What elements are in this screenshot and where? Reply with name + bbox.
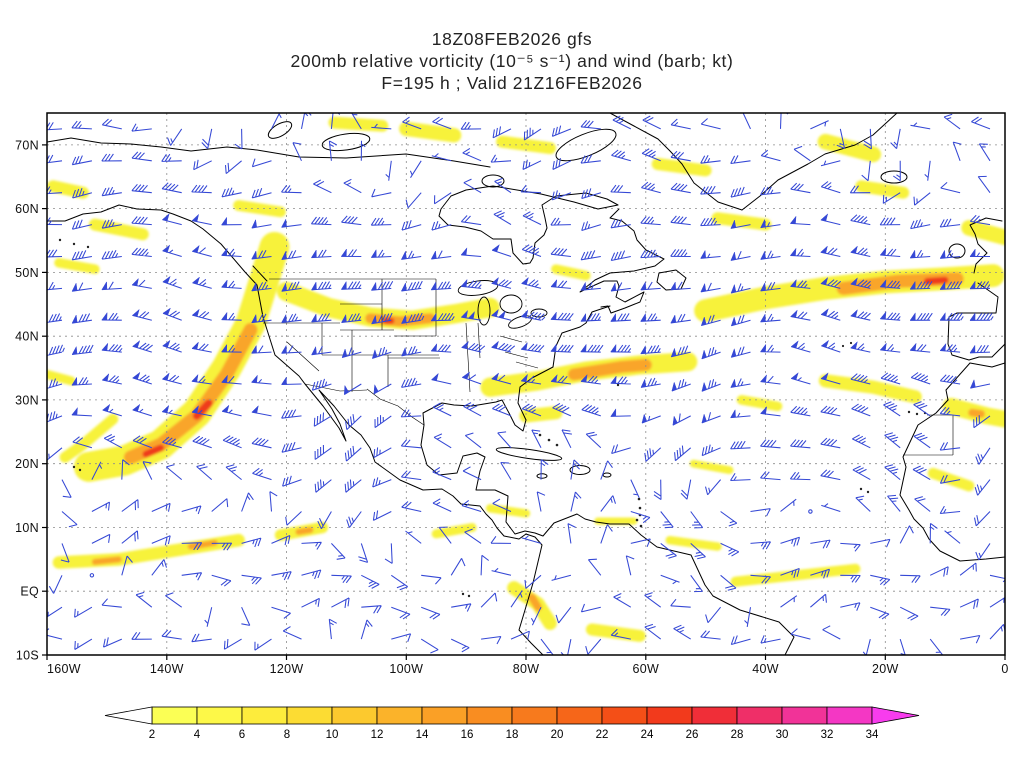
svg-text:20W: 20W <box>872 662 899 676</box>
coastline-newfoundland <box>656 269 687 291</box>
svg-text:20: 20 <box>551 729 564 741</box>
svg-text:60N: 60N <box>15 202 39 216</box>
svg-text:30: 30 <box>776 729 789 741</box>
coastline-greenland-east <box>741 113 898 211</box>
coastline-france-iberia <box>947 282 1005 361</box>
svg-text:30N: 30N <box>15 393 39 407</box>
svg-text:18: 18 <box>506 729 519 741</box>
svg-text:120W: 120W <box>270 662 304 676</box>
coastline-ireland <box>948 243 966 259</box>
svg-text:16: 16 <box>461 729 474 741</box>
coastline-africa-west <box>899 362 1005 562</box>
coastline-victoria-island <box>321 132 371 152</box>
coastline-southampton-island <box>481 174 505 188</box>
coastline-mexico-caribbean-south-america <box>420 424 795 655</box>
small-islands-dots <box>58 238 927 598</box>
svg-text:100W: 100W <box>389 662 423 676</box>
coastline-us-gulf-east <box>422 305 611 432</box>
coastline-labrador-maritimes <box>579 208 665 314</box>
svg-text:4: 4 <box>194 729 201 741</box>
svg-text:10: 10 <box>326 729 339 741</box>
svg-text:12: 12 <box>371 729 384 741</box>
svg-text:EQ: EQ <box>20 585 39 599</box>
coastline-iceland <box>880 170 908 184</box>
coastline-puerto-rico <box>602 472 612 478</box>
svg-text:10S: 10S <box>16 649 39 663</box>
coastline-jamaica <box>536 473 548 479</box>
svg-text:10N: 10N <box>15 521 39 535</box>
coastline-vancouver-island <box>252 265 268 282</box>
axis-labels-layer: 70N 60N 50N 40N 30N 20N 10N EQ 10S 160W 140W 120W 10… <box>15 138 1008 676</box>
wind-barbs-layer <box>47 113 1005 655</box>
chart-title-block: 18Z08FEB2026 gfs 200mb relative vorticit… <box>0 28 1024 94</box>
svg-text:0: 0 <box>1001 662 1008 676</box>
svg-text:20N: 20N <box>15 457 39 471</box>
svg-text:50N: 50N <box>15 266 39 280</box>
coastline-cuba <box>495 447 563 461</box>
svg-text:80W: 80W <box>513 662 540 676</box>
title-line-valid: F=195 h ; Valid 21Z16FEB2026 <box>381 73 643 93</box>
svg-text:14: 14 <box>416 729 429 741</box>
svg-text:24: 24 <box>641 729 654 741</box>
svg-text:70N: 70N <box>15 138 39 152</box>
svg-text:26: 26 <box>686 729 699 741</box>
coastline-africa-north <box>969 362 1005 368</box>
svg-text:32: 32 <box>821 729 834 741</box>
coastline-baffin-island <box>555 128 617 162</box>
svg-text:8: 8 <box>284 729 290 741</box>
svg-text:6: 6 <box>239 729 245 741</box>
svg-text:40N: 40N <box>15 330 39 344</box>
coastline-north-america-pacific <box>47 204 544 655</box>
coastlines-layer <box>47 113 1005 655</box>
svg-text:40W: 40W <box>752 662 779 676</box>
coastline-banks-island <box>267 121 293 139</box>
title-line-field: 200mb relative vorticity (10⁻⁵ s⁻¹) and … <box>290 51 734 71</box>
title-line-init: 18Z08FEB2026 gfs <box>431 29 593 49</box>
vorticity-shading-layer <box>47 116 1005 642</box>
svg-text:22: 22 <box>596 729 609 741</box>
coastline-britain <box>969 217 1003 274</box>
svg-text:60W: 60W <box>632 662 659 676</box>
coastline-alaska-arctic <box>47 137 491 168</box>
coastline-hudson-bay <box>438 185 619 265</box>
svg-text:160W: 160W <box>47 662 81 676</box>
svg-text:28: 28 <box>731 729 744 741</box>
coastline-greenland-west <box>609 113 743 211</box>
svg-text:140W: 140W <box>150 662 184 676</box>
svg-text:2: 2 <box>149 729 155 741</box>
map-canvas: 70N 60N 50N 40N 30N 20N 10N EQ 10S 160W 140W 120W 10… <box>15 112 1008 676</box>
us-state-borders <box>263 278 539 426</box>
svg-text:34: 34 <box>866 729 879 741</box>
colorbar: 2 4 6 8 10 12 14 16 18 20 22 24 26 28 30 32 34 <box>104 706 920 741</box>
